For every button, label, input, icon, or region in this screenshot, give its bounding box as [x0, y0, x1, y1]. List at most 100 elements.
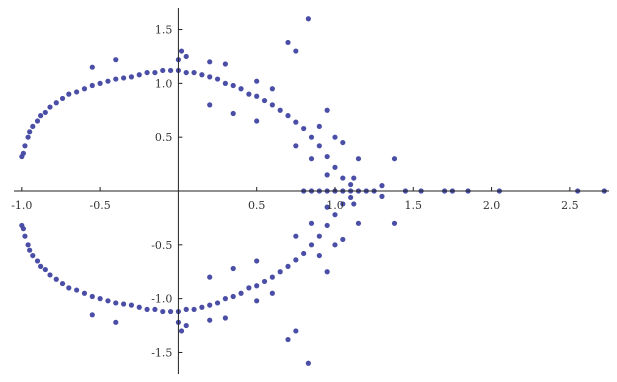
data-point: [293, 143, 299, 149]
data-point: [293, 119, 299, 125]
data-point: [305, 360, 311, 366]
data-point: [230, 265, 236, 272]
data-point: [81, 290, 88, 296]
data-point: [105, 78, 111, 84]
data-point: [391, 220, 398, 226]
data-point: [167, 308, 174, 315]
data-point: [246, 285, 252, 291]
data-point: [128, 302, 135, 308]
data-point: [355, 156, 362, 162]
data-point: [379, 193, 385, 199]
data-point: [379, 183, 385, 189]
data-point: [53, 276, 59, 282]
data-point: [53, 100, 59, 106]
y-tick-label: 1.5: [155, 24, 173, 37]
data-point: [191, 306, 197, 313]
data-point: [332, 134, 338, 140]
data-point: [25, 134, 31, 140]
data-point: [113, 300, 119, 306]
data-point: [305, 16, 311, 22]
data-point: [254, 78, 260, 84]
data-point: [113, 57, 119, 63]
data-point: [121, 75, 127, 81]
data-point: [269, 86, 275, 92]
data-point: [285, 263, 291, 269]
data-point: [316, 233, 322, 239]
data-point: [89, 312, 95, 318]
data-point: [285, 113, 291, 119]
data-point: [22, 233, 28, 239]
data-point: [340, 236, 346, 243]
data-point: [38, 113, 44, 119]
data-point: [47, 272, 53, 278]
data-point: [199, 72, 205, 78]
data-point: [293, 233, 299, 239]
data-point: [207, 274, 213, 280]
data-point: [81, 86, 88, 92]
data-point: [324, 269, 330, 275]
x-tick-label: 2.5: [561, 199, 579, 212]
data-point: [20, 226, 26, 232]
data-point: [66, 91, 72, 97]
data-point: [293, 257, 299, 263]
data-point: [27, 129, 33, 135]
data-point: [128, 74, 135, 80]
data-point: [340, 201, 346, 207]
data-point: [348, 194, 354, 201]
data-point: [230, 293, 236, 300]
data-point: [316, 252, 322, 259]
data-point: [97, 296, 103, 302]
data-point: [332, 212, 338, 218]
data-point: [324, 107, 330, 113]
data-point: [144, 69, 150, 76]
data-points: [19, 16, 607, 366]
data-point: [222, 296, 228, 302]
data-point: [269, 290, 275, 296]
data-point: [254, 283, 260, 289]
data-point: [324, 204, 330, 210]
data-point: [183, 306, 189, 313]
data-point: [199, 304, 205, 310]
y-tick-label: 1.0: [155, 77, 173, 90]
data-point: [293, 48, 299, 54]
data-point: [348, 181, 354, 188]
data-point: [207, 102, 213, 108]
data-point: [34, 258, 41, 264]
data-point: [316, 123, 322, 130]
data-point: [222, 315, 228, 321]
data-point: [42, 266, 48, 273]
data-point: [285, 336, 291, 343]
data-point: [121, 301, 127, 307]
data-point: [59, 95, 66, 102]
data-point: [34, 118, 41, 124]
data-point: [269, 102, 275, 108]
data-point: [183, 69, 189, 76]
data-point: [160, 67, 166, 74]
data-point: [191, 69, 197, 76]
data-point: [324, 172, 330, 178]
data-point: [136, 304, 142, 310]
data-point: [30, 123, 36, 130]
y-tick-label: 0.5: [155, 131, 173, 144]
y-tick-label: -1.0: [151, 293, 172, 306]
data-point: [59, 280, 66, 287]
data-point: [74, 89, 80, 95]
data-point: [391, 156, 398, 162]
data-point: [25, 242, 31, 248]
data-point: [20, 150, 26, 156]
data-point: [340, 139, 346, 146]
data-point: [207, 59, 213, 65]
data-point: [254, 298, 260, 304]
data-point: [351, 201, 357, 207]
data-point: [152, 69, 158, 76]
data-point: [324, 222, 330, 229]
x-tick-label: -1.0: [11, 199, 32, 212]
y-tick-label: -0.5: [151, 239, 172, 252]
data-point: [222, 80, 228, 86]
data-point: [246, 91, 252, 97]
data-point: [207, 302, 213, 308]
data-point: [113, 319, 119, 325]
data-point: [230, 82, 236, 89]
x-tick-label: 1.5: [405, 199, 423, 212]
